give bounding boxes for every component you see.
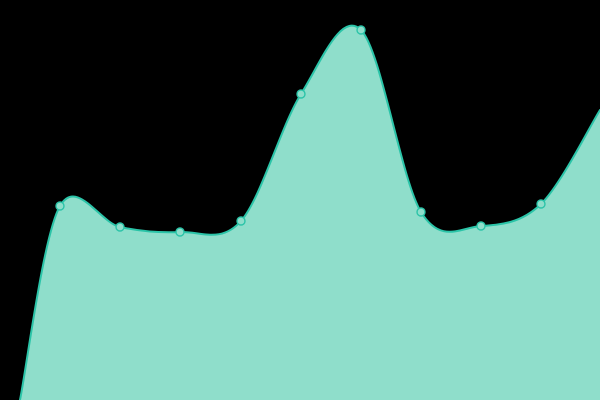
data-point-marker (175, 227, 185, 237)
data-point-marker (536, 199, 546, 209)
data-point-marker (296, 89, 306, 99)
data-point-marker (356, 25, 366, 35)
data-point-marker (416, 207, 426, 217)
data-point-marker (55, 201, 65, 211)
data-point-markers (55, 25, 546, 237)
data-point-marker (115, 222, 125, 232)
data-point-marker (236, 216, 246, 226)
area-fill-path (20, 25, 600, 400)
data-point-marker (476, 221, 486, 231)
